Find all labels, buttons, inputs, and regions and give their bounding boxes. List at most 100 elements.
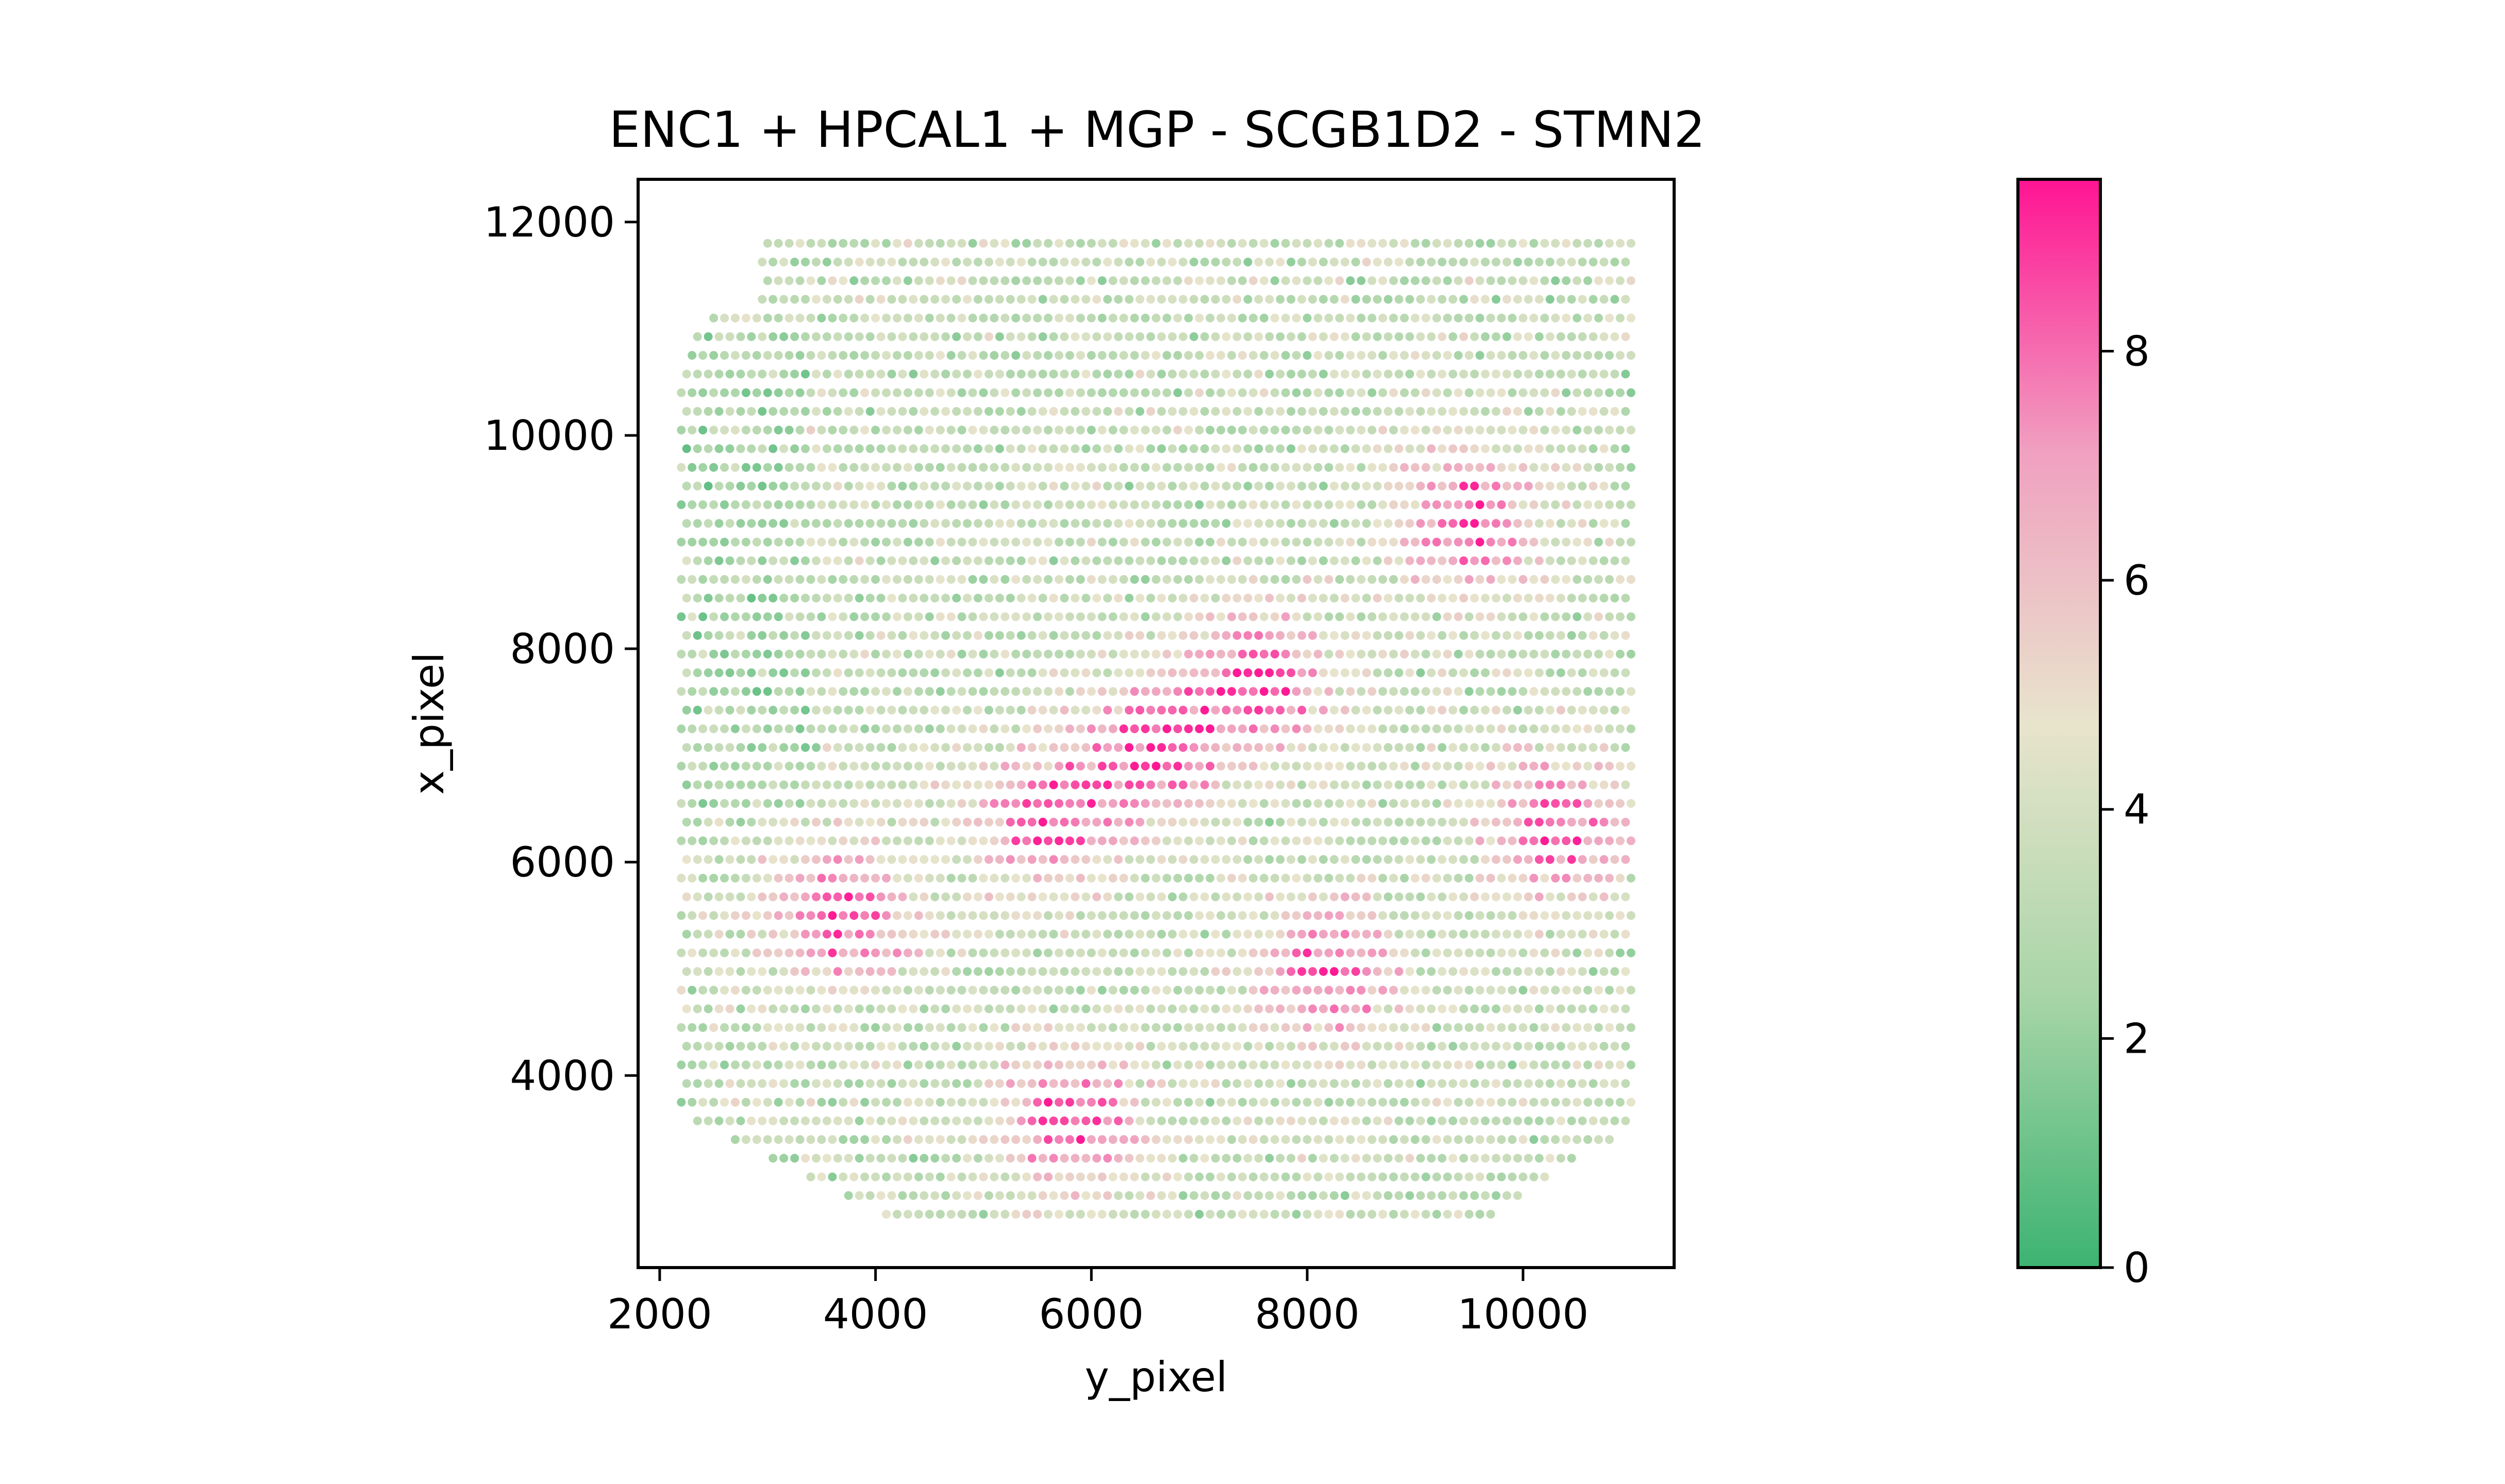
tissue-spot <box>1281 426 1290 435</box>
tissue-spot <box>1454 1172 1463 1182</box>
tissue-spot <box>1373 481 1382 491</box>
tissue-spot <box>1589 705 1598 715</box>
tissue-spot <box>1248 1060 1258 1070</box>
tissue-spot <box>1562 799 1571 808</box>
tissue-spot <box>1055 762 1064 771</box>
tissue-spot <box>1097 313 1107 323</box>
tissue-spot <box>1567 332 1576 341</box>
tissue-spot <box>774 986 783 995</box>
tissue-spot <box>1265 1191 1274 1200</box>
tissue-spot <box>1427 780 1436 789</box>
tissue-spot <box>693 556 702 565</box>
tissue-spot <box>995 407 1004 416</box>
tissue-spot <box>1351 407 1360 416</box>
tissue-spot <box>1486 799 1495 808</box>
tissue-spot <box>995 705 1004 715</box>
tissue-spot <box>1270 537 1279 547</box>
tissue-spot <box>1534 705 1544 715</box>
tissue-spot <box>758 1116 767 1125</box>
tissue-spot <box>1589 1079 1598 1088</box>
tissue-spot <box>817 762 826 771</box>
tissue-spot <box>1027 892 1037 901</box>
tissue-spot <box>1248 1023 1258 1032</box>
tissue-spot <box>1108 649 1117 659</box>
tissue-spot <box>1394 481 1404 491</box>
tissue-spot <box>936 426 945 435</box>
tissue-spot <box>1454 836 1463 846</box>
tissue-spot <box>1103 519 1112 528</box>
tissue-spot <box>806 612 815 621</box>
tissue-spot <box>1243 594 1252 603</box>
tissue-spot <box>1529 1023 1539 1032</box>
tissue-spot <box>1227 463 1237 472</box>
tissue-spot <box>1357 836 1366 846</box>
tissue-spot <box>1470 930 1479 939</box>
tissue-spot <box>1259 313 1268 323</box>
tissue-spot <box>1027 407 1037 416</box>
tissue-spot <box>1097 612 1107 621</box>
tissue-spot <box>1238 687 1247 696</box>
tissue-spot <box>1227 687 1237 696</box>
tissue-spot <box>1443 986 1452 995</box>
tissue-spot <box>730 463 740 472</box>
tissue-spot <box>844 519 853 528</box>
tissue-spot <box>1081 892 1091 901</box>
tissue-spot <box>758 1079 767 1088</box>
tissue-spot <box>849 1060 859 1070</box>
tissue-spot <box>1475 388 1484 397</box>
tissue-spot <box>844 818 853 827</box>
tissue-spot <box>914 463 923 472</box>
tissue-spot <box>1016 631 1026 640</box>
tissue-spot <box>887 332 896 341</box>
tissue-spot <box>1071 631 1080 640</box>
tissue-spot <box>763 426 772 435</box>
tissue-spot <box>1605 1060 1614 1070</box>
tissue-spot <box>990 239 999 248</box>
tissue-spot <box>1184 986 1193 995</box>
tissue-spot <box>1287 1041 1296 1051</box>
tissue-spot <box>1497 762 1506 771</box>
tissue-spot <box>849 724 859 733</box>
tissue-spot <box>887 705 896 715</box>
tissue-spot <box>1383 668 1393 678</box>
tissue-spot <box>1141 239 1150 248</box>
tissue-spot <box>1540 575 1549 584</box>
tissue-spot <box>1097 1098 1107 1107</box>
tissue-spot <box>882 276 891 285</box>
tissue-spot <box>1518 388 1528 397</box>
tissue-spot <box>1114 930 1123 939</box>
tissue-spot <box>1378 911 1388 920</box>
tissue-spot <box>1108 1023 1117 1032</box>
tissue-spot <box>925 873 934 883</box>
tissue-spot <box>1178 780 1188 789</box>
tissue-spot <box>1594 1023 1603 1032</box>
tissue-spot <box>1108 313 1117 323</box>
tissue-spot <box>774 612 783 621</box>
tissue-spot <box>779 967 789 976</box>
tissue-spot <box>1308 743 1317 752</box>
tissue-spot <box>1157 594 1166 603</box>
tissue-spot <box>936 762 945 771</box>
tissue-spot <box>914 537 923 547</box>
tissue-spot <box>763 1060 772 1070</box>
tissue-spot <box>795 426 805 435</box>
tissue-spot <box>1373 295 1382 304</box>
tissue-spot <box>1302 873 1312 883</box>
tissue-spot <box>709 948 719 957</box>
tissue-spot <box>1114 967 1123 976</box>
tissue-spot <box>1562 762 1571 771</box>
tissue-spot <box>1130 463 1139 472</box>
tissue-spot <box>1076 1135 1085 1144</box>
tissue-spot <box>1340 295 1349 304</box>
tissue-spot <box>1432 313 1441 323</box>
tissue-spot <box>1016 444 1026 453</box>
tissue-spot <box>790 556 799 565</box>
tissue-spot <box>1016 780 1026 789</box>
tissue-spot <box>774 575 783 584</box>
tissue-spot <box>1486 687 1495 696</box>
tissue-spot <box>1405 631 1414 640</box>
tissue-spot <box>1459 705 1468 715</box>
tissue-spot <box>1097 1135 1107 1144</box>
tissue-spot <box>1287 705 1296 715</box>
tissue-spot <box>1400 1135 1409 1144</box>
